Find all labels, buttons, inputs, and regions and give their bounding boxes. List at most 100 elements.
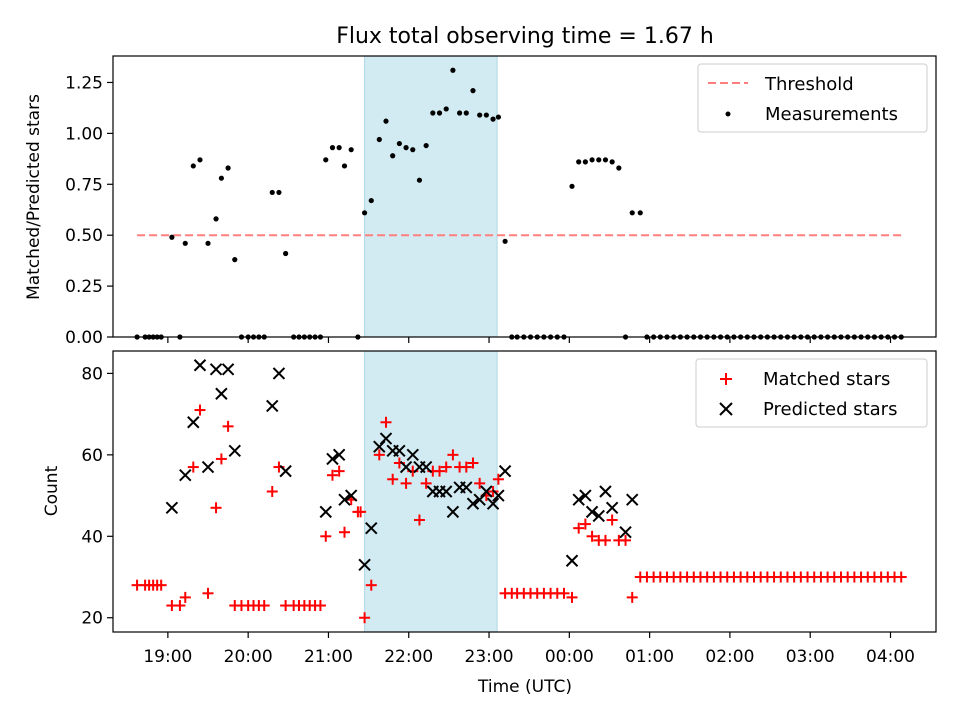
shaded-span bbox=[364, 55, 498, 338]
measurement-point bbox=[443, 106, 449, 112]
matched-star-point bbox=[474, 477, 486, 489]
legend-measurements-label: Measurements bbox=[765, 104, 898, 125]
measurement-point bbox=[470, 88, 476, 94]
legend-matched-label: Matched stars bbox=[763, 369, 890, 390]
matched-star-point bbox=[215, 453, 227, 465]
matched-star-point bbox=[400, 477, 412, 489]
measurement-point bbox=[477, 112, 483, 118]
measurement-point bbox=[423, 142, 429, 149]
legend-threshold-label: Threshold bbox=[764, 74, 854, 95]
matched-star-point bbox=[333, 465, 345, 477]
matched-star-point bbox=[174, 600, 186, 612]
observing-window-shade bbox=[364, 55, 498, 338]
x-tick-label: 19:00 bbox=[143, 647, 192, 667]
predicted-star-point bbox=[473, 493, 486, 506]
ratio-legend: Threshold Measurements bbox=[697, 63, 928, 133]
measurement-point bbox=[169, 234, 175, 240]
count-panel: 20 40 60 80 19:00 20:00 21:00 22:00 23:00 00:00 0… bbox=[42, 350, 937, 697]
matched-star-point bbox=[155, 579, 167, 591]
y-tick-label: 0.50 bbox=[65, 226, 103, 246]
x-tick-label: 23:00 bbox=[465, 647, 514, 667]
measurement-point bbox=[276, 189, 282, 196]
x-tick-label: 02:00 bbox=[705, 647, 754, 667]
measurement-point bbox=[490, 116, 496, 122]
matched-star-point bbox=[558, 587, 570, 599]
predicted-star-point bbox=[266, 399, 279, 413]
predicted-star-point bbox=[338, 493, 351, 506]
predicted-star-point bbox=[187, 416, 200, 429]
matched-star-point bbox=[320, 530, 332, 542]
measurement-point bbox=[190, 163, 196, 169]
matched-star-point bbox=[434, 465, 446, 477]
predicted-star-point bbox=[193, 359, 207, 372]
measurement-point bbox=[225, 165, 231, 171]
predicted-star-point bbox=[228, 444, 241, 457]
matched-star-point bbox=[194, 404, 206, 416]
measurement-point bbox=[218, 175, 224, 181]
matched-star-point bbox=[467, 457, 479, 469]
predicted-star-point bbox=[492, 489, 505, 502]
predicted-star-point bbox=[279, 464, 292, 478]
y-tick-label: 0.25 bbox=[65, 277, 103, 297]
matched-star-point bbox=[179, 591, 191, 603]
legend-frame bbox=[697, 63, 928, 133]
legend-frame bbox=[695, 358, 928, 428]
predicted-star-point bbox=[498, 464, 512, 478]
y-tick-label: 0.00 bbox=[65, 328, 103, 348]
matched-star-point bbox=[492, 473, 504, 485]
predicted-star-point bbox=[319, 505, 332, 519]
matched-star-point bbox=[326, 469, 338, 481]
legend-measurements-swatch bbox=[725, 111, 731, 117]
matched-star-point bbox=[620, 534, 632, 546]
predicted-star-point bbox=[619, 526, 632, 539]
predicted-star-point bbox=[480, 485, 493, 498]
x-tick-label: 22:00 bbox=[384, 647, 433, 667]
matched-star-point bbox=[579, 518, 591, 530]
measurement-point bbox=[616, 165, 622, 171]
measurement-point bbox=[410, 147, 416, 153]
predicted-star-point bbox=[365, 521, 378, 535]
predicted-star-point bbox=[326, 452, 339, 466]
matched-star-point bbox=[355, 506, 367, 518]
predicted-star-point bbox=[165, 501, 179, 514]
x-tick-label: 00:00 bbox=[545, 647, 594, 667]
measurement-point bbox=[436, 110, 443, 116]
measurement-point bbox=[197, 157, 203, 163]
predicted-star-point bbox=[585, 505, 599, 519]
matched-star-point bbox=[359, 612, 371, 624]
matched-star-point bbox=[187, 461, 199, 473]
measurement-point bbox=[483, 112, 489, 118]
count-y-axis-ticks: 20 40 60 80 bbox=[81, 364, 113, 629]
chart-title: Flux total observing time = 1.67 h bbox=[336, 24, 714, 49]
measurement-point bbox=[589, 157, 595, 163]
measurement-point bbox=[329, 145, 336, 151]
y-tick-label: 1.00 bbox=[65, 124, 103, 144]
measurement-point bbox=[582, 159, 588, 165]
matched-star-point bbox=[222, 420, 234, 432]
predicted-star-point bbox=[344, 489, 358, 502]
matched-star-point bbox=[895, 571, 907, 583]
matched-star-point bbox=[440, 461, 452, 473]
matched-star-point bbox=[387, 473, 399, 485]
matched-star-point bbox=[420, 477, 432, 489]
predicted-star-point bbox=[565, 554, 579, 567]
matched-star-point bbox=[599, 534, 611, 546]
measurement-point bbox=[182, 240, 188, 246]
predicted-star-point bbox=[605, 501, 619, 514]
measurement-point bbox=[390, 153, 396, 159]
predicted-star-point bbox=[221, 363, 235, 376]
measurement-point bbox=[450, 67, 456, 73]
legend-predicted-label: Predicted stars bbox=[763, 399, 897, 420]
ratio-plot-frame bbox=[112, 55, 937, 338]
measurement-point bbox=[637, 210, 643, 216]
matched-star-point bbox=[258, 600, 270, 612]
matched-star-point bbox=[447, 449, 459, 461]
x-tick-label: 04:00 bbox=[866, 647, 915, 667]
measurement-point bbox=[205, 240, 211, 246]
x-axis-label: Time (UTC) bbox=[477, 677, 572, 697]
matched-star-point bbox=[373, 449, 385, 461]
y-tick-label: 60 bbox=[81, 446, 103, 466]
observing-window-shade bbox=[364, 350, 498, 633]
matched-star-point bbox=[266, 486, 278, 497]
